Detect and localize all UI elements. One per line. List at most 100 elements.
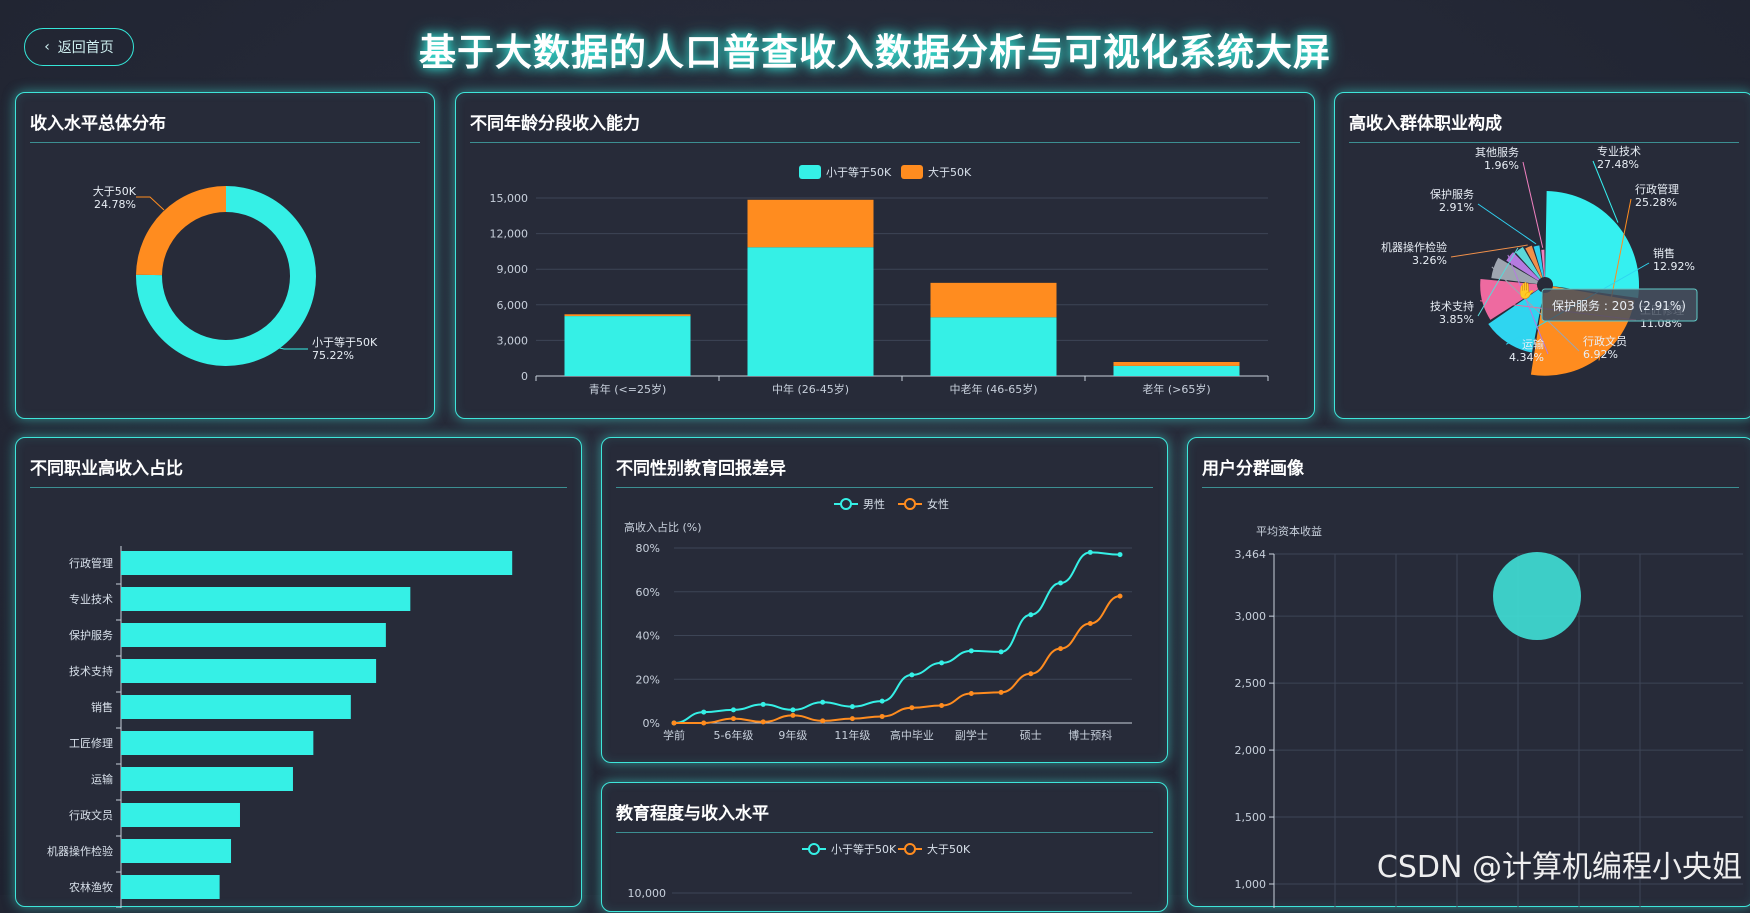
slice-label: 专业技术 — [1597, 144, 1641, 158]
x-tick-label: 老年 (>65岁) — [1142, 382, 1210, 396]
y-tick-label: 专业技术 — [69, 592, 113, 606]
rose-slice — [1488, 289, 1544, 353]
slice-percent: 27.48% — [1597, 158, 1639, 171]
bar-segment — [930, 317, 1057, 376]
x-tick-label: 中老年 (46-65岁) — [949, 382, 1037, 396]
rose-slice — [1533, 245, 1544, 278]
data-point — [1058, 580, 1064, 586]
data-point — [968, 648, 974, 654]
panel-age-income: 不同年龄分段收入能力 0 3,000 6,000 9,000 12,000 15,000 青… — [455, 92, 1315, 419]
y-tick-label: 15,000 — [490, 192, 529, 205]
hbar — [121, 875, 220, 899]
legend-label: 小于等于50K — [826, 165, 892, 179]
y-tick-label: 2,500 — [1235, 677, 1267, 690]
legend-marker — [904, 498, 916, 510]
panel-title: 不同年龄分段收入能力 — [470, 114, 640, 134]
data-point — [1028, 612, 1034, 618]
slice-label: 技术支持 — [1430, 299, 1474, 313]
hbar — [121, 587, 411, 611]
legend-marker — [904, 843, 916, 855]
panel-user-clusters: 用户分群画像 1,000 1,500 2,000 2,500 3,000 3,464 平均资… — [1187, 437, 1750, 908]
leader-line — [1592, 160, 1619, 223]
data-point — [849, 704, 855, 710]
tooltip-text: 保护服务 : 203 (2.91%) — [1552, 298, 1686, 313]
x-tick-label: 青年 (<=25岁) — [589, 382, 667, 396]
x-tick-label: 5-6年级 — [713, 728, 753, 742]
slice-label: 小于等于50K — [312, 335, 378, 349]
divider — [616, 832, 1153, 833]
x-tick-label: 11年级 — [834, 728, 870, 742]
series-line — [674, 595, 1121, 724]
slice-percent: 1.96% — [1484, 159, 1519, 172]
x-tick-label: 副学士 — [955, 728, 988, 742]
y-tick-label: 6,000 — [497, 299, 529, 312]
y-tick-label: 80% — [636, 542, 660, 555]
data-point — [909, 705, 915, 711]
data-point — [1117, 593, 1123, 599]
y-tick-label: 销售 — [91, 700, 113, 714]
y-tick-label: 工匠修理 — [69, 736, 113, 750]
y-tick-label: 1,000 — [1235, 878, 1267, 891]
y-tick-label: 机器操作检验 — [47, 844, 113, 858]
leader-line — [1450, 244, 1528, 258]
y-tick-label: 3,000 — [1235, 610, 1267, 623]
slice-label: 销售 — [1653, 246, 1675, 260]
data-point — [1087, 620, 1093, 626]
y-axis-label: 高收入占比 (%) — [624, 520, 702, 534]
hbar — [121, 623, 386, 647]
y-tick-label: 9,000 — [497, 263, 529, 276]
bar-segment — [1113, 365, 1240, 376]
data-point — [701, 720, 707, 726]
leader-line — [1507, 254, 1549, 355]
y-tick-label: 技术支持 — [69, 664, 113, 678]
slice-percent: 75.22% — [312, 349, 354, 362]
slice-percent: 4.34% — [1509, 351, 1544, 364]
slice-label: 行政管理 — [1635, 182, 1679, 196]
panel-gender-education: 不同性别教育回报差异 0% 20% 40% 60% 80% 高收入占比 (%) 学前 5-6年… — [601, 437, 1168, 763]
x-tick-label: 高中毕业 — [890, 728, 934, 742]
slice-percent: 3.85% — [1439, 313, 1474, 326]
user-cluster-chart: 1,000 1,500 2,000 2,500 3,000 3,464 平均资本收益 — [1235, 524, 1743, 908]
y-tick-label: 1,500 — [1235, 811, 1267, 824]
age-income-chart: 0 3,000 6,000 9,000 12,000 15,000 青年 (<=25岁) 中年… — [490, 165, 1269, 396]
bar-segment — [747, 199, 874, 248]
slice-label: 运输 — [1522, 337, 1544, 351]
page-title: 基于大数据的人口普查收入数据分析与可视化系统大屏 — [419, 31, 1331, 74]
y-tick-label: 2,000 — [1235, 744, 1267, 757]
panel-occupation-high-income: 不同职业高收入占比 行政管理 专业技术 保护服务 技术支持 销售 工匠修理 运输 行政文员 机器… — [15, 437, 582, 908]
y-tick-label: 运输 — [91, 772, 113, 786]
y-tick-label: 60% — [636, 586, 660, 599]
rose-slice — [1515, 247, 1541, 280]
hand-cursor-icon: ✋ — [1516, 281, 1536, 300]
data-point — [1117, 552, 1123, 558]
y-tick-label: 0% — [643, 717, 660, 730]
data-point — [1028, 671, 1034, 677]
divider — [30, 487, 567, 488]
data-point — [939, 660, 945, 666]
data-point — [879, 698, 885, 704]
bar-segment — [564, 314, 691, 317]
y-tick-label: 20% — [636, 673, 660, 686]
hbar — [121, 767, 293, 791]
back-home-button[interactable]: ‹ 返回首页 — [24, 28, 134, 66]
y-tick-label: 0 — [521, 370, 528, 383]
data-point — [790, 712, 796, 718]
legend-label: 男性 — [863, 497, 885, 511]
y-tick-label: 3,000 — [497, 334, 529, 347]
data-point — [909, 672, 915, 678]
legend-marker — [808, 843, 820, 855]
bar-segment — [747, 247, 874, 376]
occupation-rose-chart: 专业技术27.48%行政管理25.28%销售12.92%工匠修理11.08%行政… — [1381, 144, 1698, 376]
data-point — [1058, 646, 1064, 652]
data-point — [760, 719, 766, 725]
x-tick-label: 博士预科 — [1068, 728, 1112, 742]
divider — [30, 142, 420, 143]
panel-education-income: 教育程度与收入水平 小于等于50K 大于50K 10,000 — [601, 782, 1168, 912]
y-axis-label: 平均资本收益 — [1256, 524, 1322, 538]
slice-percent: 2.91% — [1439, 201, 1474, 214]
y-tick-label: 10,000 — [628, 887, 667, 900]
rose-slice — [1525, 245, 1543, 278]
x-tick-label: 硕士 — [1020, 729, 1042, 742]
rose-slice — [1480, 278, 1539, 320]
